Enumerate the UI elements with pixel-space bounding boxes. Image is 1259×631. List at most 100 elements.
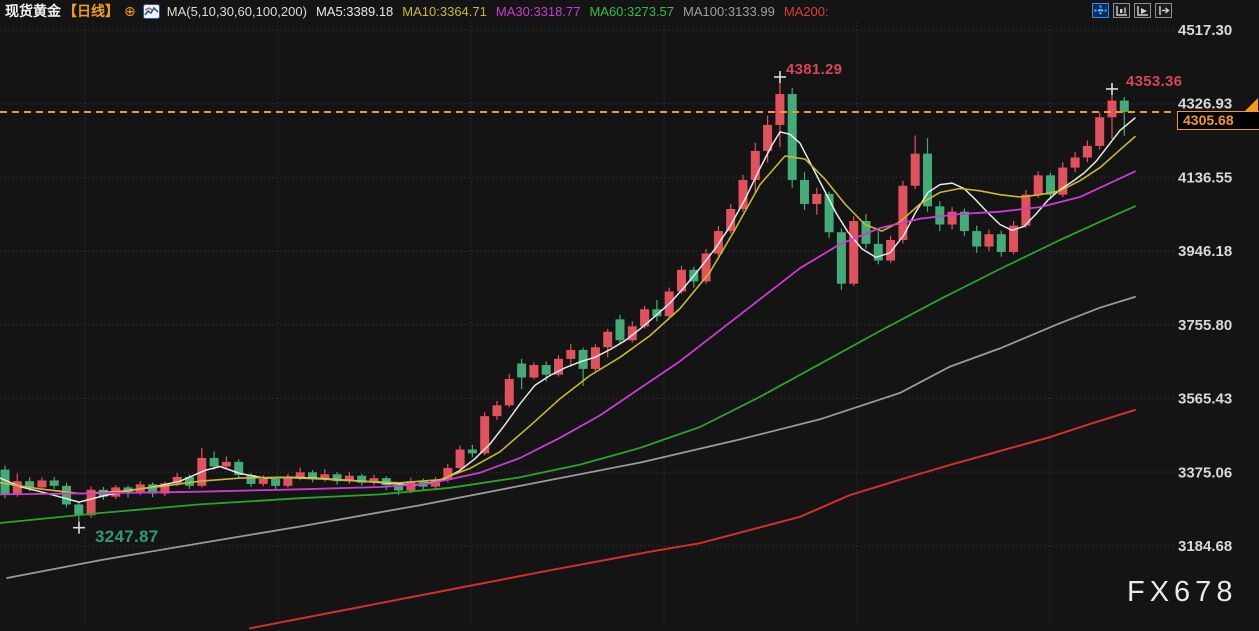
y-axis-label: 4136.55 (1178, 169, 1232, 186)
candle-body (800, 179, 809, 204)
candle-body (517, 363, 527, 378)
ma-line-MA10 (0, 135, 1136, 495)
candle-body (590, 347, 600, 369)
ma-line-MA30 (0, 170, 1136, 496)
price-marker-arrow (1245, 97, 1258, 111)
candle-body (246, 475, 256, 484)
period-label: 【日线】 (63, 3, 119, 19)
candle-body (812, 193, 822, 204)
candle-body (898, 185, 908, 240)
candle-body (861, 221, 871, 244)
candle-body (615, 319, 625, 341)
peak-price-annotation: 4381.29 (786, 61, 843, 78)
candle-body (763, 124, 773, 151)
candle-body (984, 234, 994, 247)
compare-plus-icon[interactable]: ⊕ (124, 3, 136, 19)
candle-body (504, 378, 514, 406)
y-axis-label: 4326.93 (1178, 96, 1232, 113)
y-axis-label: 3184.68 (1178, 538, 1232, 555)
candle-body (369, 478, 379, 483)
y-axis-label: 3755.80 (1178, 317, 1232, 334)
candle-body (209, 457, 219, 467)
candle-body (74, 504, 84, 516)
candle-body (578, 349, 588, 369)
ma100-value: MA100:3133.99 (683, 3, 775, 19)
crosshair-tool-icon[interactable] (1092, 3, 1109, 18)
candle-body (234, 461, 244, 476)
candle-body (726, 209, 736, 232)
candle-body (750, 150, 760, 180)
ma30-value: MA30:3318.77 (495, 3, 581, 19)
candle-body (271, 478, 281, 486)
candle-body (640, 309, 650, 327)
pane-left-axis-icon[interactable] (1113, 3, 1130, 18)
candle-body (258, 478, 268, 484)
y-axis-label: 4517.30 (1178, 22, 1232, 39)
candle-body (185, 476, 194, 486)
candle-body (160, 483, 170, 494)
y-axis-label: 3375.06 (1178, 464, 1232, 481)
candle-body (873, 243, 883, 261)
candle-body (529, 365, 539, 378)
candle-body (627, 326, 637, 341)
candle-body (49, 480, 59, 486)
candle-body (332, 474, 342, 482)
candle-body (148, 484, 158, 494)
candle-body (824, 193, 834, 233)
candle-body (406, 481, 416, 491)
candle-body (554, 358, 563, 375)
ma60-value: MA60:3273.57 (589, 3, 675, 19)
kline-chart-icon[interactable] (142, 3, 160, 19)
candle-body (344, 475, 354, 482)
ma-line-MA60 (0, 205, 1136, 524)
candle-body (283, 478, 293, 486)
ma-line-MA200 (249, 409, 1136, 630)
candle-body (308, 472, 317, 479)
candle-body (775, 94, 785, 125)
candle-body (467, 449, 477, 454)
candle-body (1119, 100, 1129, 112)
candle-body (172, 476, 182, 484)
candle-body (959, 211, 969, 232)
current-price-label: 4305.68 (1177, 111, 1259, 131)
candle-body (357, 475, 367, 483)
y-axis-label: 3946.18 (1178, 243, 1232, 260)
candle-body (910, 153, 920, 186)
candle-body (677, 269, 686, 292)
candle-body (1082, 145, 1092, 158)
candle-body (1070, 157, 1080, 168)
candle-body (455, 449, 465, 469)
recent-high-annotation: 4353.36 (1126, 73, 1183, 90)
candle-body (1095, 117, 1105, 146)
candle-body (480, 416, 490, 454)
candle-body (849, 221, 859, 284)
candle-body (541, 365, 551, 375)
candle-body (221, 461, 231, 467)
pane-play-icon[interactable] (1134, 3, 1151, 18)
candle-body (492, 405, 502, 417)
y-axis-label: 3565.43 (1178, 391, 1232, 408)
candle-body (935, 206, 945, 225)
candle-body (996, 234, 1006, 252)
candle-body (394, 485, 404, 491)
chart-toolbar (1092, 3, 1172, 18)
candle-body (1058, 167, 1068, 195)
candle-body (12, 481, 22, 495)
ma-indicator-label: MA(5,10,30,60,100,200) (166, 3, 307, 19)
watermark-text: FX678 (1127, 576, 1238, 608)
candle-body (1009, 225, 1019, 252)
candle-body (713, 231, 723, 254)
candle-body (652, 309, 662, 317)
candle-body (443, 468, 453, 481)
candle-body (836, 232, 846, 284)
candle-body (431, 480, 440, 487)
candle-body (603, 331, 613, 348)
candle-body (25, 481, 35, 488)
ma10-value: MA10:3364.71 (402, 3, 487, 19)
ma-line-MA5 (0, 117, 1136, 503)
ma5-value: MA5:3389.18 (315, 3, 394, 19)
candle-body (37, 480, 47, 488)
pane-exit-icon[interactable] (1155, 3, 1172, 18)
candle-body (1033, 175, 1043, 195)
